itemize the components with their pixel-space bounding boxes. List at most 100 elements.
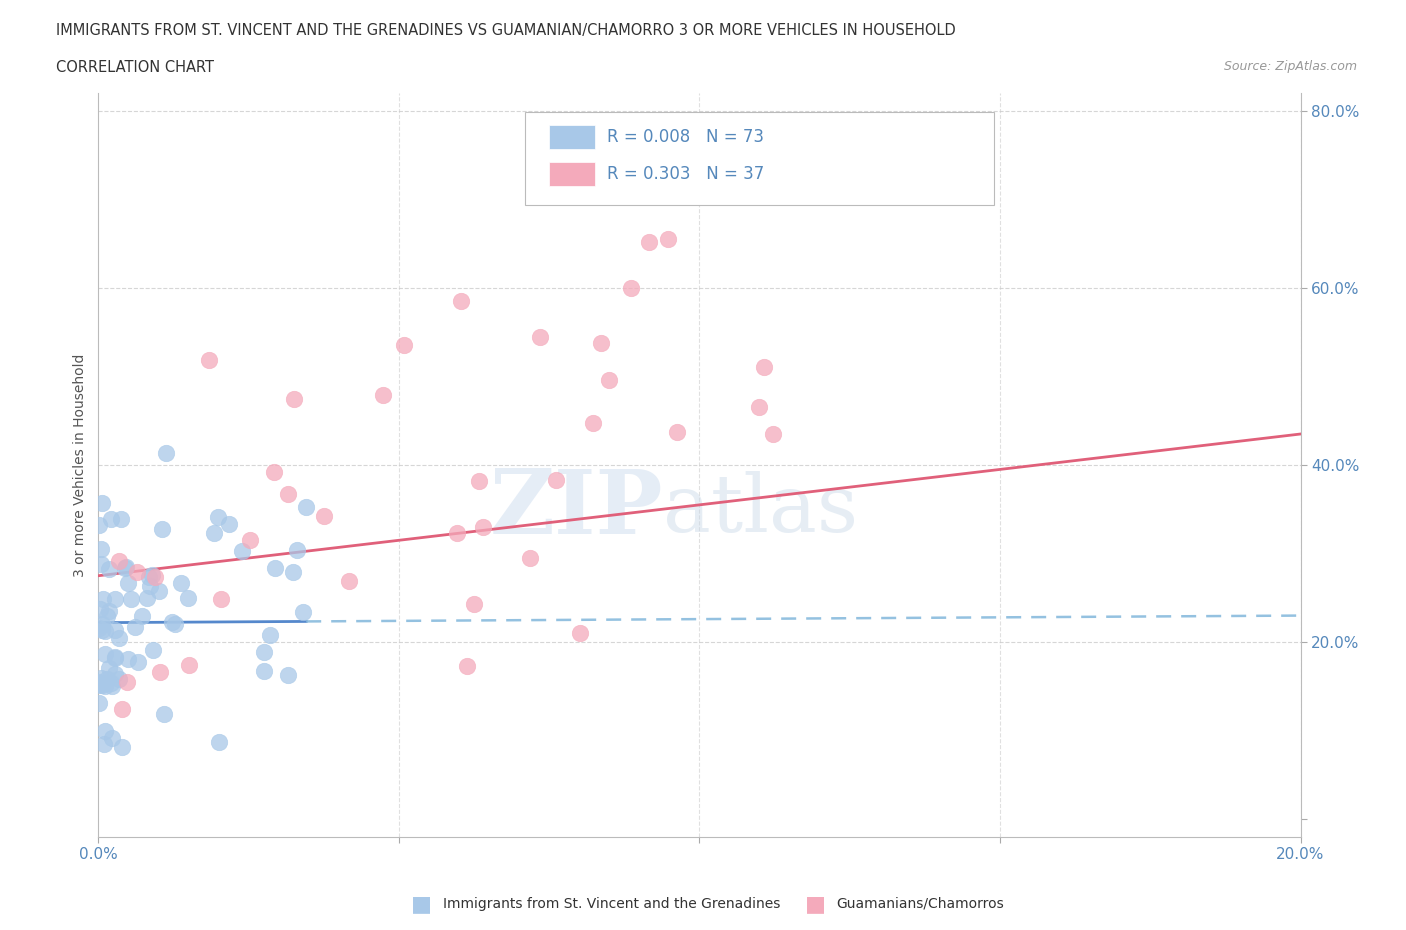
Point bbox=[108, 554, 131, 569]
Point bbox=[170, 576, 193, 591]
Point bbox=[142, 643, 165, 658]
Text: IMMIGRANTS FROM ST. VINCENT AND THE GRENADINES VS GUAMANIAN/CHAMORRO 3 OR MORE V: IMMIGRANTS FROM ST. VINCENT AND THE GREN… bbox=[56, 23, 956, 38]
Point bbox=[149, 665, 172, 680]
Point bbox=[108, 631, 131, 645]
Bar bbox=[550, 162, 595, 186]
Point bbox=[148, 583, 170, 598]
Point bbox=[337, 573, 360, 588]
Point bbox=[637, 234, 659, 249]
Point bbox=[591, 336, 613, 351]
Point bbox=[456, 659, 478, 674]
Point bbox=[569, 625, 592, 640]
Point bbox=[253, 664, 276, 679]
Point bbox=[91, 622, 114, 637]
Point bbox=[94, 624, 117, 639]
Point bbox=[89, 695, 111, 710]
Bar bbox=[550, 125, 595, 149]
Point bbox=[90, 556, 112, 571]
Point bbox=[209, 591, 232, 606]
Text: Source: ZipAtlas.com: Source: ZipAtlas.com bbox=[1223, 60, 1357, 73]
Point bbox=[115, 560, 138, 575]
Point bbox=[111, 701, 134, 716]
Point bbox=[136, 591, 159, 605]
Point bbox=[463, 596, 485, 611]
Point bbox=[263, 561, 285, 576]
Point bbox=[90, 495, 112, 510]
Point bbox=[96, 608, 118, 623]
Point bbox=[87, 517, 110, 532]
Point bbox=[131, 608, 153, 623]
Point bbox=[153, 707, 176, 722]
Point bbox=[392, 338, 415, 352]
Point bbox=[283, 392, 305, 406]
Point bbox=[657, 232, 679, 246]
Point bbox=[141, 567, 163, 582]
Point bbox=[117, 576, 139, 591]
Point bbox=[97, 604, 120, 618]
Point bbox=[90, 541, 112, 556]
Point bbox=[471, 520, 494, 535]
Point bbox=[529, 329, 551, 344]
Point bbox=[104, 649, 127, 664]
Point bbox=[139, 578, 162, 593]
Point bbox=[91, 592, 114, 607]
Point bbox=[87, 620, 110, 635]
Point bbox=[231, 543, 253, 558]
Point bbox=[582, 416, 605, 431]
Text: atlas: atlas bbox=[664, 471, 859, 549]
Point bbox=[620, 280, 643, 295]
Point bbox=[90, 671, 112, 685]
Point bbox=[115, 675, 138, 690]
Point bbox=[117, 652, 139, 667]
Text: Guamanians/Chamorros: Guamanians/Chamorros bbox=[837, 897, 1004, 911]
Point bbox=[100, 512, 122, 526]
Point bbox=[277, 486, 299, 501]
Point bbox=[519, 551, 541, 566]
Point bbox=[285, 542, 308, 557]
Point bbox=[177, 658, 200, 672]
Point bbox=[101, 679, 124, 694]
Point bbox=[162, 615, 184, 630]
Text: CORRELATION CHART: CORRELATION CHART bbox=[56, 60, 214, 75]
Point bbox=[91, 617, 114, 631]
Point bbox=[93, 647, 115, 662]
Text: R = 0.303   N = 37: R = 0.303 N = 37 bbox=[607, 166, 765, 183]
Point bbox=[291, 604, 314, 619]
Point bbox=[150, 522, 173, 537]
Point bbox=[145, 569, 167, 584]
Point bbox=[163, 617, 186, 631]
Point bbox=[762, 426, 785, 441]
Point bbox=[218, 516, 240, 531]
Point bbox=[544, 472, 567, 487]
Text: R = 0.008   N = 73: R = 0.008 N = 73 bbox=[607, 128, 763, 146]
Point bbox=[91, 678, 114, 693]
Point bbox=[100, 676, 122, 691]
Point bbox=[259, 628, 281, 643]
Point bbox=[446, 525, 468, 540]
Point bbox=[312, 509, 335, 524]
Point bbox=[207, 509, 229, 524]
Text: Immigrants from St. Vincent and the Grenadines: Immigrants from St. Vincent and the Gren… bbox=[443, 897, 780, 911]
Point bbox=[120, 591, 142, 606]
Point bbox=[748, 400, 770, 415]
Point bbox=[100, 731, 122, 746]
FancyBboxPatch shape bbox=[526, 112, 994, 205]
Text: ■: ■ bbox=[412, 894, 432, 914]
Point bbox=[111, 739, 134, 754]
Point bbox=[450, 294, 472, 309]
Point bbox=[108, 671, 131, 686]
Point bbox=[468, 473, 491, 488]
Point bbox=[110, 512, 132, 526]
Point bbox=[155, 445, 177, 460]
Point bbox=[598, 373, 620, 388]
Point bbox=[104, 666, 127, 681]
Point bbox=[263, 464, 285, 479]
Point bbox=[89, 678, 111, 693]
Point bbox=[283, 565, 305, 579]
Point bbox=[90, 676, 112, 691]
Point bbox=[125, 565, 148, 579]
Point bbox=[127, 654, 149, 669]
Text: ■: ■ bbox=[806, 894, 825, 914]
Point bbox=[96, 671, 118, 686]
Point bbox=[198, 352, 221, 367]
